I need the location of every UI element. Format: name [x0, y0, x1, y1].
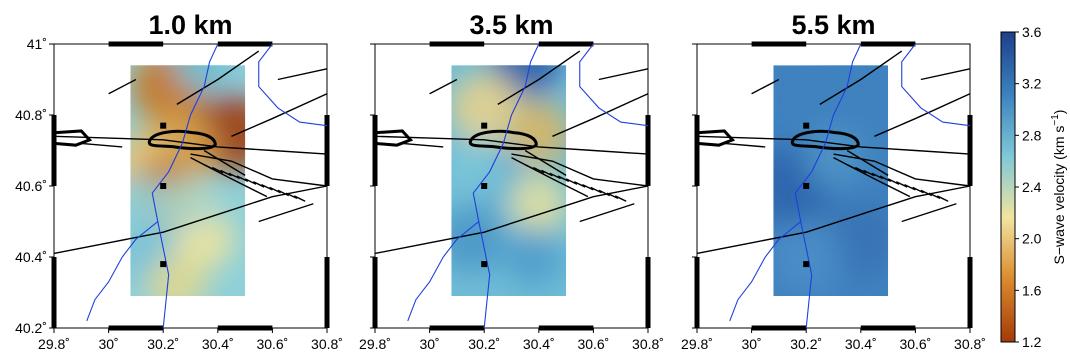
x-tick-label: 29.8˚ — [38, 336, 70, 352]
x-tick-label: 30˚ — [98, 336, 118, 352]
fault-lines — [53, 50, 328, 255]
river — [901, 43, 971, 127]
x-tick-label: 30.8˚ — [632, 336, 664, 352]
colorbar-tick-label: 3.2 — [1022, 76, 1042, 92]
colorbar-tick-label: 2.0 — [1022, 231, 1042, 247]
station-marker — [160, 183, 167, 189]
river — [86, 43, 219, 322]
colorbar-tick-label: 1.6 — [1022, 282, 1042, 298]
panel-title: 1.0 km — [148, 10, 232, 40]
velocity-field — [130, 65, 246, 297]
station-marker — [803, 183, 810, 189]
coastline — [374, 129, 414, 147]
x-tick-label: 30.6˚ — [256, 336, 288, 352]
station-marker — [160, 261, 167, 268]
map-panel-1: 1.0 km 29.8˚ 30˚ 30.2˚ 30.4˚ 30.6˚ 30.8˚ 41˚ 40.… — [15, 10, 343, 352]
x-tick-label: 30.8˚ — [311, 336, 343, 352]
colorbar-tick-label: 1.2 — [1022, 334, 1042, 350]
station-marker — [803, 122, 810, 129]
velocity-field — [773, 65, 889, 297]
x-tick-label: 30.6˚ — [577, 336, 609, 352]
station-marker — [803, 261, 810, 268]
y-tick-label: 40.8˚ — [15, 107, 47, 123]
colorbar-scale — [1000, 31, 1016, 343]
river — [579, 43, 649, 127]
x-tick-label: 29.8˚ — [681, 336, 713, 352]
x-tick-label: 30.4˚ — [202, 336, 234, 352]
y-tick-label: 40.6˚ — [15, 178, 47, 194]
colorbar-tick-label: 3.6 — [1022, 24, 1042, 40]
river — [157, 221, 170, 329]
x-tick-label: 30.4˚ — [523, 336, 555, 352]
coastline — [696, 129, 736, 147]
fault-lines — [374, 50, 649, 255]
river — [800, 221, 813, 329]
river — [407, 43, 540, 322]
colorbar-tick-label: 2.8 — [1022, 127, 1042, 143]
station-marker — [481, 122, 488, 129]
x-tick-label: 30.8˚ — [954, 336, 986, 352]
station-marker — [160, 122, 167, 129]
x-tick-label: 30.2˚ — [790, 336, 822, 352]
panel-title: 5.5 km — [791, 10, 875, 40]
river — [729, 43, 862, 322]
lake-coastline — [790, 129, 860, 151]
x-tick-label: 30˚ — [741, 336, 761, 352]
lake-coastline — [147, 129, 217, 151]
panel-title: 3.5 km — [469, 10, 553, 40]
fault-lines — [696, 50, 971, 255]
station-marker — [481, 261, 488, 268]
x-tick-label: 30.2˚ — [147, 336, 179, 352]
y-tick-label: 40.2˚ — [15, 320, 47, 336]
x-tick-label: 30.4˚ — [845, 336, 877, 352]
map-panel-2: 3.5 km 29.8˚ 30˚ 30.2˚ 30.4˚ 30.6˚ 30.8˚ — [359, 10, 664, 352]
colorbar-label: S−wave velocity (km s−1) — [1050, 110, 1067, 265]
y-tick-label: 40.4˚ — [15, 249, 47, 265]
river — [258, 43, 328, 127]
map-panel-3: 5.5 km 29.8˚ 30˚ 30.2˚ 30.4˚ 30.6˚ 30.8˚ — [681, 10, 986, 352]
velocity-field — [451, 65, 567, 297]
lake-coastline — [468, 129, 538, 151]
x-tick-label: 30.2˚ — [468, 336, 500, 352]
x-tick-label: 30.6˚ — [899, 336, 931, 352]
colorbar: 3.6 3.2 2.8 2.4 2.0 1.6 1.2 S−wave velocity (km… — [1000, 24, 1067, 350]
y-tick-label: 41˚ — [27, 36, 47, 52]
x-tick-label: 30˚ — [419, 336, 439, 352]
colorbar-tick-label: 2.4 — [1022, 179, 1042, 195]
x-tick-label: 29.8˚ — [359, 336, 391, 352]
river — [478, 221, 491, 329]
coastline — [53, 129, 93, 147]
station-marker — [481, 183, 488, 189]
